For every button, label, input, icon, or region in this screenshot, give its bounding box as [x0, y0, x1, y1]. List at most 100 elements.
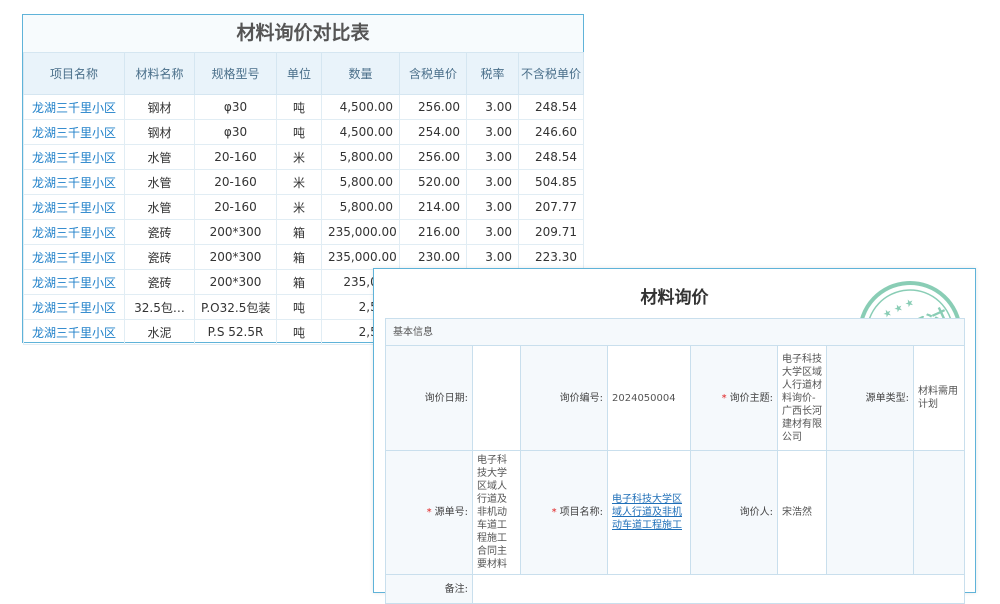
table-cell: 4,500.00 [321, 119, 400, 145]
table-cell: 246.60 [518, 119, 584, 145]
table-cell: 米 [276, 144, 322, 170]
field-value: 电子科技大学区域人行道及非机动车道工程施工 [607, 450, 691, 575]
label-text: 询价编号: [559, 392, 603, 404]
label-text: 备注: [444, 583, 468, 595]
project-link[interactable]: 龙湖三千里小区 [23, 194, 125, 220]
project-link[interactable]: 龙湖三千里小区 [23, 244, 125, 270]
table-cell: 瓷砖 [124, 219, 195, 245]
table-cell: φ30 [194, 119, 277, 145]
table-cell: 3.00 [466, 144, 519, 170]
table-cell: 254.00 [399, 119, 467, 145]
value-text: 宋浩然 [782, 507, 812, 518]
table-row: 龙湖三千里小区 瓷砖 200*300 箱 235,000.00 230.00 3.00 223… [23, 244, 584, 270]
label-text: 询价日期: [424, 392, 468, 404]
label-text: 源单号: [434, 507, 468, 518]
inquiry-table: 基本信息 询价日期: 询价编号: 2024050004 * 询价主题: 电子科技大学区域人行… [385, 318, 965, 604]
table-cell: P.O32.5包装 [194, 294, 277, 320]
table-cell: 水管 [124, 169, 195, 195]
table-cell: 吨 [276, 294, 322, 320]
value-link[interactable]: 电子科技大学区域人行道及非机动车道工程施工 [612, 494, 682, 531]
table-cell: φ30 [194, 94, 277, 120]
field-label: 询价人: [690, 450, 778, 575]
form-row: 询价日期: 询价编号: 2024050004 * 询价主题: 电子科技大学区域人行道材料询… [385, 345, 965, 451]
project-link[interactable]: 龙湖三千里小区 [23, 219, 125, 245]
field-label: 备注: [385, 574, 473, 604]
column-header: 税率 [466, 52, 519, 95]
field-value [913, 450, 965, 575]
project-link[interactable]: 龙湖三千里小区 [23, 144, 125, 170]
field-label: * 源单号: [385, 450, 473, 575]
required-mark: * [551, 507, 557, 518]
comparison-title: 材料询价对比表 [23, 15, 583, 53]
table-cell: 吨 [276, 119, 322, 145]
project-link[interactable]: 龙湖三千里小区 [23, 169, 125, 195]
project-link[interactable]: 龙湖三千里小区 [23, 269, 125, 295]
table-cell: 3.00 [466, 219, 519, 245]
table-row: 龙湖三千里小区 钢材 φ30 吨 4,500.00 256.00 3.00 248.54 [23, 94, 584, 120]
table-cell: 200*300 [194, 269, 277, 295]
table-cell: 3.00 [466, 244, 519, 270]
required-mark: * [426, 507, 432, 518]
project-link[interactable]: 龙湖三千里小区 [23, 294, 125, 320]
inquiry-title: 材料询价 [640, 288, 709, 308]
inquiry-panel: 材料询价 审核通过 ★ ★ ★ ★ ★ 基本信息询价日期:询价编号:202405… [373, 268, 976, 604]
table-cell: 235,000.00 [321, 219, 400, 245]
column-header: 数量 [321, 52, 400, 95]
table-row: 龙湖三千里小区 水管 20-160 米 5,800.00 214.00 3.00 207.77 [23, 194, 584, 220]
table-cell: 瓷砖 [124, 244, 195, 270]
table-cell: 4,500.00 [321, 94, 400, 120]
label-text: 询价主题: [729, 392, 773, 404]
table-cell: 钢材 [124, 119, 195, 145]
field-value: 2024050004 [607, 345, 691, 451]
table-row: 龙湖三千里小区 水管 20-160 米 5,800.00 256.00 3.00 248.54 [23, 144, 584, 170]
table-cell: 箱 [276, 219, 322, 245]
table-cell: 瓷砖 [124, 269, 195, 295]
table-cell: 248.54 [518, 94, 584, 120]
table-cell: 256.00 [399, 94, 467, 120]
table-row: 龙湖三千里小区 钢材 φ30 吨 4,500.00 254.00 3.00 246.60 [23, 119, 584, 145]
table-cell: 200*300 [194, 219, 277, 245]
table-cell: 223.30 [518, 244, 584, 270]
table-row: 龙湖三千里小区 水管 20-160 米 5,800.00 520.00 3.00 504.85 [23, 169, 584, 195]
field-value: 宋浩然 [777, 450, 827, 575]
column-header: 项目名称 [23, 52, 125, 95]
table-cell: 3.00 [466, 119, 519, 145]
field-label: * 询价主题: [690, 345, 778, 451]
table-cell: 207.77 [518, 194, 584, 220]
table-cell: P.S 52.5R [194, 319, 277, 345]
project-link[interactable]: 龙湖三千里小区 [23, 119, 125, 145]
value-text: 电子科技大学区域人行道材料询价-广西长河建材有限公司 [782, 353, 822, 443]
table-cell: 米 [276, 194, 322, 220]
column-header: 规格型号 [194, 52, 277, 95]
field-value [826, 450, 914, 575]
field-label: 询价编号: [520, 345, 608, 451]
table-cell: 3.00 [466, 194, 519, 220]
label-text: 项目名称: [559, 507, 603, 518]
table-cell: 水管 [124, 144, 195, 170]
table-cell: 209.71 [518, 219, 584, 245]
table-cell: 235,000.00 [321, 244, 400, 270]
field-value [472, 574, 965, 604]
project-link[interactable]: 龙湖三千里小区 [23, 319, 125, 345]
table-cell: 5,800.00 [321, 194, 400, 220]
form-row: 备注: [385, 574, 965, 604]
field-label: 询价日期: [385, 345, 473, 451]
table-cell: 3.00 [466, 169, 519, 195]
table-cell: 吨 [276, 94, 322, 120]
label-text: 询价人: [739, 507, 773, 518]
table-row: 龙湖三千里小区 瓷砖 200*300 箱 235,000.00 216.00 3.00 209… [23, 219, 584, 245]
field-label: 源单类型: [826, 345, 914, 451]
table-cell: 水管 [124, 194, 195, 220]
table-cell: 32.5包… [124, 294, 195, 320]
field-value: 电子科技大学区域人行道及非机动车道工程施工合同主要材料 [472, 450, 521, 575]
table-cell: 230.00 [399, 244, 467, 270]
value-text: 电子科技大学区域人行道及非机动车道工程施工合同主要材料 [477, 455, 507, 570]
table-cell: 248.54 [518, 144, 584, 170]
table-cell: 5,800.00 [321, 144, 400, 170]
project-link[interactable]: 龙湖三千里小区 [23, 94, 125, 120]
table-cell: 20-160 [194, 144, 277, 170]
form-row: * 源单号: 电子科技大学区域人行道及非机动车道工程施工合同主要材料 * 项目名称: 电子… [385, 450, 965, 575]
column-header: 不含税单价 [518, 52, 584, 95]
field-label: * 项目名称: [520, 450, 608, 575]
